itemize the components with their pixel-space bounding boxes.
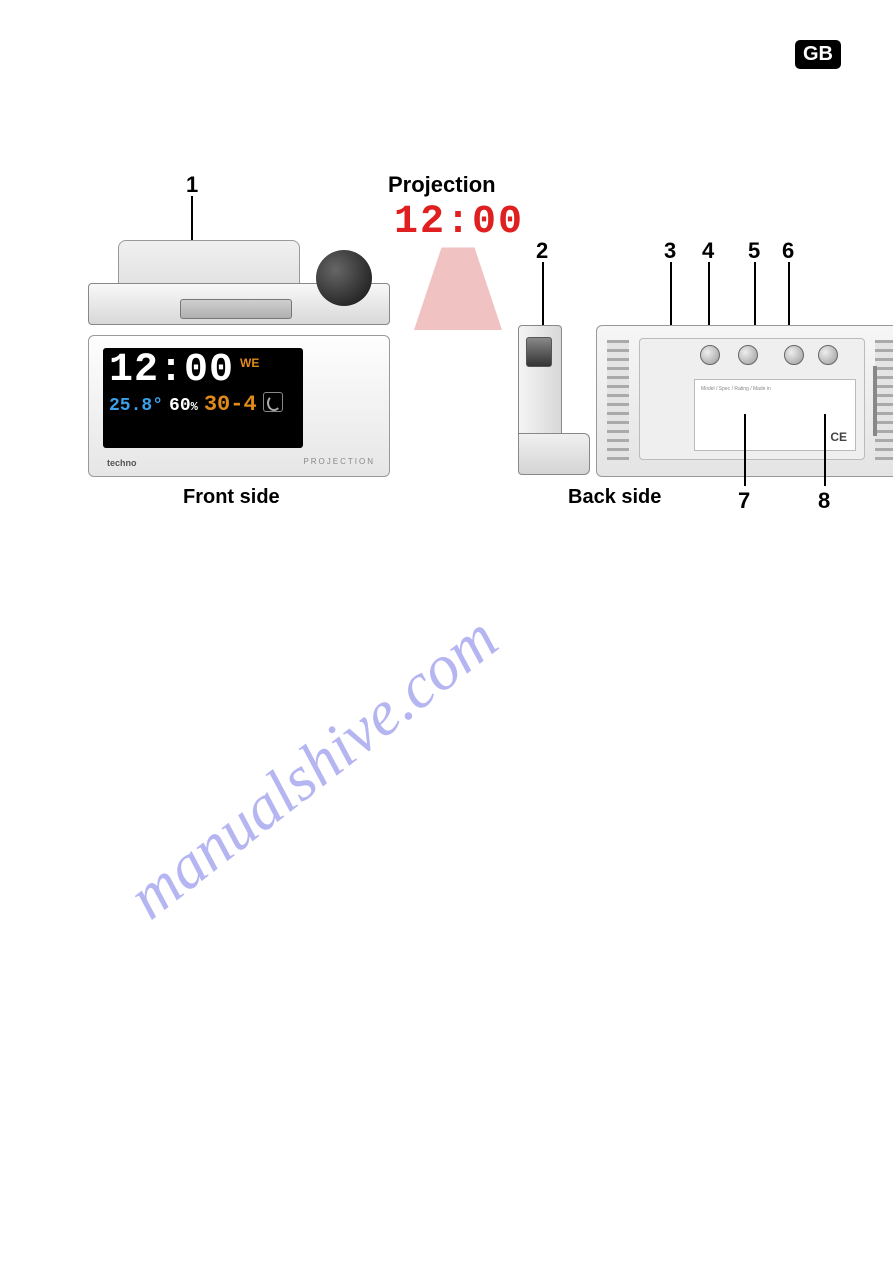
callout-7: 7 [738,488,750,514]
back-caption: Back side [568,486,661,509]
top-view [88,240,388,325]
callout-8: 8 [818,488,830,514]
lcd-temperature: 25.8° [109,396,163,416]
callout-6: 6 [782,238,794,264]
back-button-3 [700,345,720,365]
vent-right [875,340,893,460]
language-badge: GB [795,40,841,69]
pointer-2 [542,262,544,332]
lcd-time: 12:00 [109,352,234,390]
callout-5: 5 [748,238,760,264]
spec-label-plate: Model / Spec / Rating / Made in CE [694,379,856,451]
projection-title: Projection [388,172,496,198]
vent-left [607,340,629,460]
projection-beam [403,220,513,330]
side-view [518,325,588,490]
lcd-humidity: 60% [169,396,198,416]
projection-label: PROJECTION [303,457,375,466]
front-view: 12:00 WE 25.8° 60% 30-4 techno PROJECTIO… [88,335,390,477]
manual-page: GB 1 Projection 12:00 12:00 WE [0,0,893,1263]
side-projector-window [526,337,552,367]
side-foot [518,433,590,475]
back-button-6 [818,345,838,365]
callout-2: 2 [536,238,548,264]
callout-3: 3 [664,238,676,264]
spec-text: Model / Spec / Rating / Made in [701,386,791,392]
callout-4: 4 [702,238,714,264]
product-diagram: 1 Projection 12:00 12:00 WE [88,190,848,510]
snooze-bar [180,299,292,319]
pointer-8 [824,414,826,486]
watermark-text: manualshive.com [114,601,511,934]
back-button-5 [784,345,804,365]
ce-mark: CE [830,430,847,444]
back-slot [873,366,877,436]
brand-label: techno [107,458,137,468]
front-caption: Front side [183,486,280,509]
lcd-date: 30-4 [204,392,257,417]
back-button-4 [738,345,758,365]
projector-lens [316,250,372,306]
moon-icon [263,392,283,412]
pointer-7 [744,414,746,486]
back-panel: Model / Spec / Rating / Made in CE [639,338,865,460]
lcd-screen: 12:00 WE 25.8° 60% 30-4 [103,348,303,448]
lcd-weekday: WE [240,356,259,370]
callout-1: 1 [186,172,198,198]
